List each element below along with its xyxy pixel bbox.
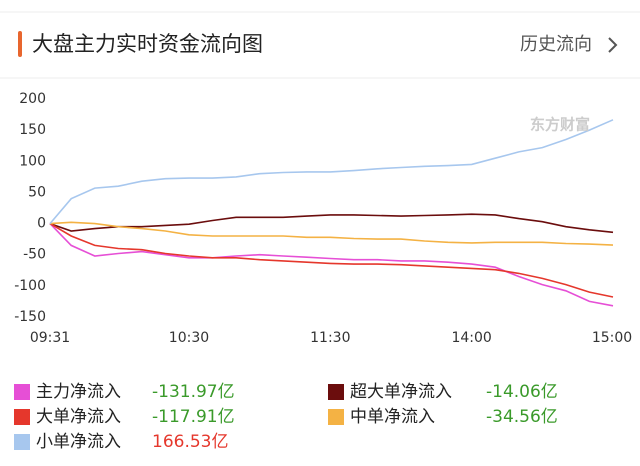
legend-swatch <box>328 384 344 400</box>
legend-value: -14.06亿 <box>486 382 558 402</box>
legend-swatch <box>328 409 344 425</box>
y-tick-label: 50 <box>28 184 46 200</box>
x-tick-label: 14:00 <box>451 330 491 346</box>
y-tick-label: -50 <box>23 247 46 263</box>
legend-value: 166.53亿 <box>152 432 228 452</box>
x-tick-label: 11:30 <box>310 330 350 346</box>
y-tick-label: 200 <box>19 91 46 107</box>
legend-value: -117.91亿 <box>152 407 235 427</box>
series-line <box>49 222 614 298</box>
series-line <box>49 221 614 246</box>
title-accent <box>18 31 22 57</box>
y-tick-label: 100 <box>19 153 46 169</box>
legend-swatch <box>14 434 30 450</box>
history-link[interactable]: 历史流向 <box>520 34 592 55</box>
legend-name: 主力净流入 <box>36 382 121 402</box>
x-tick-label: 09:31 <box>30 330 70 346</box>
plot <box>49 119 614 307</box>
title: 大盘主力实时资金流向图 <box>32 32 263 56</box>
legend-name: 小单净流入 <box>36 432 121 452</box>
x-tick-label: 10:30 <box>169 330 209 346</box>
y-tick-label: 150 <box>19 122 46 138</box>
x-tick-label: 15:00 <box>592 330 632 346</box>
watermark: 东方财富 <box>530 116 590 134</box>
series-line <box>49 223 614 307</box>
legend-value: -131.97亿 <box>152 382 235 402</box>
legend-value: -34.56亿 <box>486 407 558 427</box>
chevron[interactable] <box>608 37 618 53</box>
legend-name: 超大单净流入 <box>350 382 452 402</box>
legend-name: 大单净流入 <box>36 407 121 427</box>
series-line <box>49 213 614 234</box>
y-tick-label: -100 <box>14 278 46 294</box>
legend-swatch <box>14 409 30 425</box>
series-line <box>49 119 614 225</box>
y-tick-label: -150 <box>14 309 46 325</box>
legend-name: 中单净流入 <box>350 407 435 427</box>
y-tick-label: 0 <box>37 216 46 232</box>
legend-swatch <box>14 384 30 400</box>
